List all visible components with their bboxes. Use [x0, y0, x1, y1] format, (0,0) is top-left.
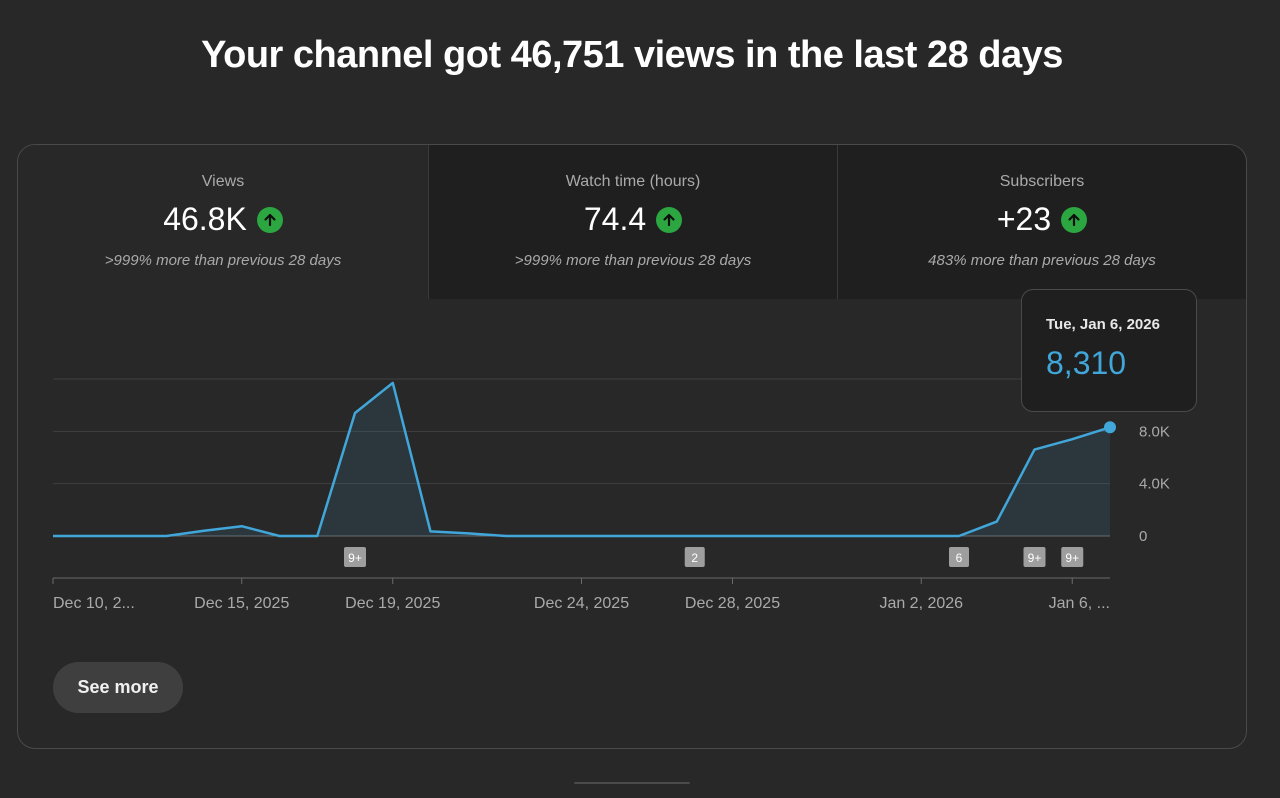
y-tick-label: 4.0K [1139, 476, 1170, 493]
series-line [53, 381, 1111, 538]
metric-value: 46.8K [163, 201, 247, 237]
event-marker [684, 547, 705, 567]
event-marker-label: 9+ [348, 551, 362, 565]
arrow-up-icon [1061, 206, 1088, 233]
metric-label: Views [201, 173, 245, 190]
tooltip-value: 8,310 [1046, 345, 1127, 381]
metric-label: Subscribers [999, 173, 1085, 190]
x-tick-label: Dec 19, 2025 [345, 595, 440, 612]
y-tick-label: 0 [1139, 528, 1147, 545]
see-more-button[interactable]: See more [53, 662, 183, 713]
metric-comparison: 483% more than previous 28 days [928, 252, 1156, 269]
metric-comparison: >999% more than previous 28 days [104, 252, 342, 269]
metric-tab-subscribers[interactable]: Subscribers +23 483% more than previous … [837, 145, 1246, 299]
x-tick-label: Dec 28, 2025 [685, 595, 780, 612]
metric-label: Watch time (hours) [565, 173, 701, 190]
event-marker [344, 547, 366, 567]
x-tick-label: Dec 10, 2... [53, 595, 135, 612]
event-marker [1061, 547, 1084, 567]
event-marker-label: 9+ [1065, 551, 1079, 565]
y-tick-label: 8.0K [1139, 423, 1170, 440]
arrow-up-icon [656, 206, 683, 233]
x-tick-label: Jan 6, ... [1049, 595, 1110, 612]
event-marker [1023, 547, 1046, 567]
metric-value: 74.4 [583, 201, 647, 237]
event-marker-label: 6 [956, 551, 963, 565]
metric-tab-views[interactable]: Views 46.8K >999% more than previous 28 … [18, 145, 428, 299]
arrow-up-icon [256, 206, 283, 233]
event-marker-label: 9+ [1028, 551, 1042, 565]
chart-tooltip: Tue, Jan 6, 2026 8,310 [1021, 289, 1197, 412]
views-chart[interactable]: 0 4.0K 8.0K 9+ 2 6 9+ 9+ Dec 10, 2... Dec 15, 202… [0, 0, 1280, 640]
x-tick-label: Dec 24, 2025 [534, 595, 629, 612]
metric-value: +23 [996, 201, 1052, 237]
drag-handle[interactable] [574, 782, 690, 784]
metric-tab-watch-time[interactable]: Watch time (hours) 74.4 >999% more than … [428, 145, 837, 299]
metric-comparison: >999% more than previous 28 days [514, 252, 752, 269]
x-tick-label: Jan 2, 2026 [879, 595, 963, 612]
tooltip-date: Tue, Jan 6, 2026 [1046, 316, 1160, 333]
highlight-point [1104, 421, 1116, 434]
page-title: Your channel got 46,751 views in the las… [201, 34, 1063, 76]
x-tick-label: Dec 15, 2025 [194, 595, 289, 612]
series-area [53, 382, 1110, 536]
event-marker-label: 2 [691, 551, 698, 565]
event-marker [949, 547, 969, 567]
